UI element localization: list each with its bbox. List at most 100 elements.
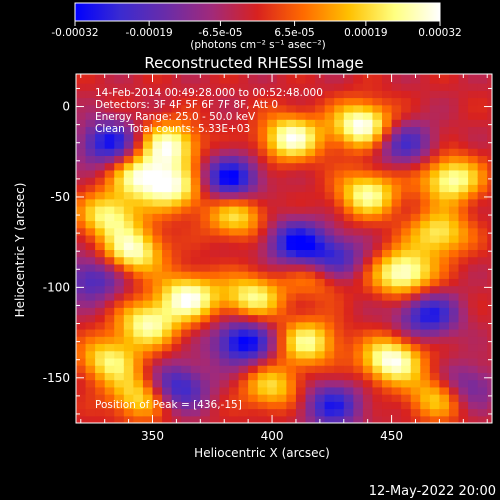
heatmap-cell [458, 307, 469, 316]
heatmap-cell [410, 140, 421, 149]
heatmap-cell [391, 328, 402, 337]
heatmap-cell [190, 111, 201, 120]
heatmap-cell [229, 119, 240, 128]
heatmap-cell [295, 292, 307, 301]
heatmap-cell [85, 184, 96, 193]
heatmap-cell [362, 227, 374, 236]
heatmap-cell [104, 314, 115, 323]
heatmap-cell [391, 83, 402, 91]
heatmap-cell [114, 372, 125, 381]
heatmap-cell [200, 126, 211, 135]
heatmap-cell [200, 184, 211, 193]
heatmap-cell [468, 234, 479, 243]
heatmap-cell [219, 314, 230, 323]
heatmap-cell [353, 365, 364, 373]
heatmap-cell [477, 83, 488, 91]
heatmap-cell [95, 307, 106, 316]
heatmap-cell [458, 220, 469, 229]
heatmap-cell [286, 386, 297, 395]
heatmap-cell [142, 394, 154, 402]
heatmap-cell [190, 415, 201, 423]
heatmap-cell [372, 133, 383, 142]
heatmap-cell [401, 271, 412, 279]
heatmap-cell [142, 184, 154, 193]
heatmap-cell [305, 227, 316, 236]
heatmap-cell [229, 271, 240, 279]
heatmap-cell [123, 271, 134, 279]
heatmap-cell [401, 365, 412, 373]
heatmap-cell [238, 263, 249, 272]
heatmap-cell [468, 133, 479, 142]
heatmap-cell [468, 162, 479, 171]
heatmap-cell [142, 133, 154, 142]
heatmap-cell [324, 321, 335, 330]
heatmap-cell [123, 343, 134, 352]
heatmap-cell [181, 415, 192, 423]
heatmap-cell [276, 206, 287, 214]
heatmap-cell [133, 74, 144, 77]
heatmap-cell [448, 162, 460, 171]
heatmap-cell [353, 379, 364, 388]
heatmap-cell [76, 249, 87, 258]
heatmap-cell [295, 234, 307, 243]
heatmap-cell [487, 220, 492, 229]
heatmap-cell [209, 386, 221, 395]
heatmap-cell [76, 386, 87, 395]
heatmap-cell [468, 394, 479, 402]
heatmap-cell [123, 379, 134, 388]
heatmap-cell [219, 394, 230, 402]
heatmap-cell [305, 365, 316, 373]
heatmap-cell [276, 162, 287, 171]
heatmap-cell [114, 191, 125, 200]
heatmap-cell [200, 249, 211, 258]
heatmap-cell [334, 242, 345, 250]
heatmap-cell [181, 394, 192, 402]
heatmap-cell [295, 213, 307, 222]
heatmap-cell [382, 133, 393, 142]
heatmap-cell [429, 133, 440, 142]
heatmap-cell [76, 191, 87, 200]
heatmap-cell [257, 285, 268, 294]
heatmap-cell [448, 119, 460, 128]
heatmap-cell [353, 119, 364, 128]
heatmap-cell [439, 271, 450, 279]
heatmap-cell [353, 415, 364, 423]
heatmap-cell [257, 357, 268, 366]
heatmap-cell [123, 292, 134, 301]
heatmap-cell [343, 74, 354, 77]
heatmap-cell [142, 357, 154, 366]
heatmap-cell [487, 394, 492, 402]
heatmap-cell [162, 386, 173, 395]
heatmap-cell [410, 314, 421, 323]
heatmap-cell [324, 213, 335, 222]
heatmap-cell [171, 220, 182, 229]
heatmap-cell [343, 271, 354, 279]
heatmap-cell [468, 213, 479, 222]
heatmap-cell [487, 177, 492, 185]
heatmap-cell [429, 263, 440, 272]
heatmap-cell [248, 350, 259, 359]
heatmap-cell [410, 126, 421, 135]
heatmap-cell [448, 191, 460, 200]
heatmap-cell [190, 104, 201, 113]
heatmap-cell [276, 140, 287, 149]
heatmap-cell [162, 263, 173, 272]
heatmap-cell [334, 372, 345, 381]
heatmap-cell [468, 307, 479, 316]
heatmap-cell [229, 111, 240, 120]
heatmap-cell [133, 285, 144, 294]
heatmap-cell [162, 408, 173, 417]
heatmap-cell [324, 133, 335, 142]
heatmap-cell [152, 394, 163, 402]
heatmap-cell [401, 97, 412, 106]
heatmap-cell [162, 133, 173, 142]
heatmap-cell [123, 133, 134, 142]
heatmap-cell [219, 177, 230, 185]
heatmap-cell [238, 249, 249, 258]
heatmap-cell [76, 278, 87, 287]
heatmap-cell [229, 133, 240, 142]
heatmap-cell [410, 119, 421, 128]
heatmap-cell [267, 394, 278, 402]
heatmap-cell [257, 300, 268, 308]
heatmap-cell [190, 249, 201, 258]
